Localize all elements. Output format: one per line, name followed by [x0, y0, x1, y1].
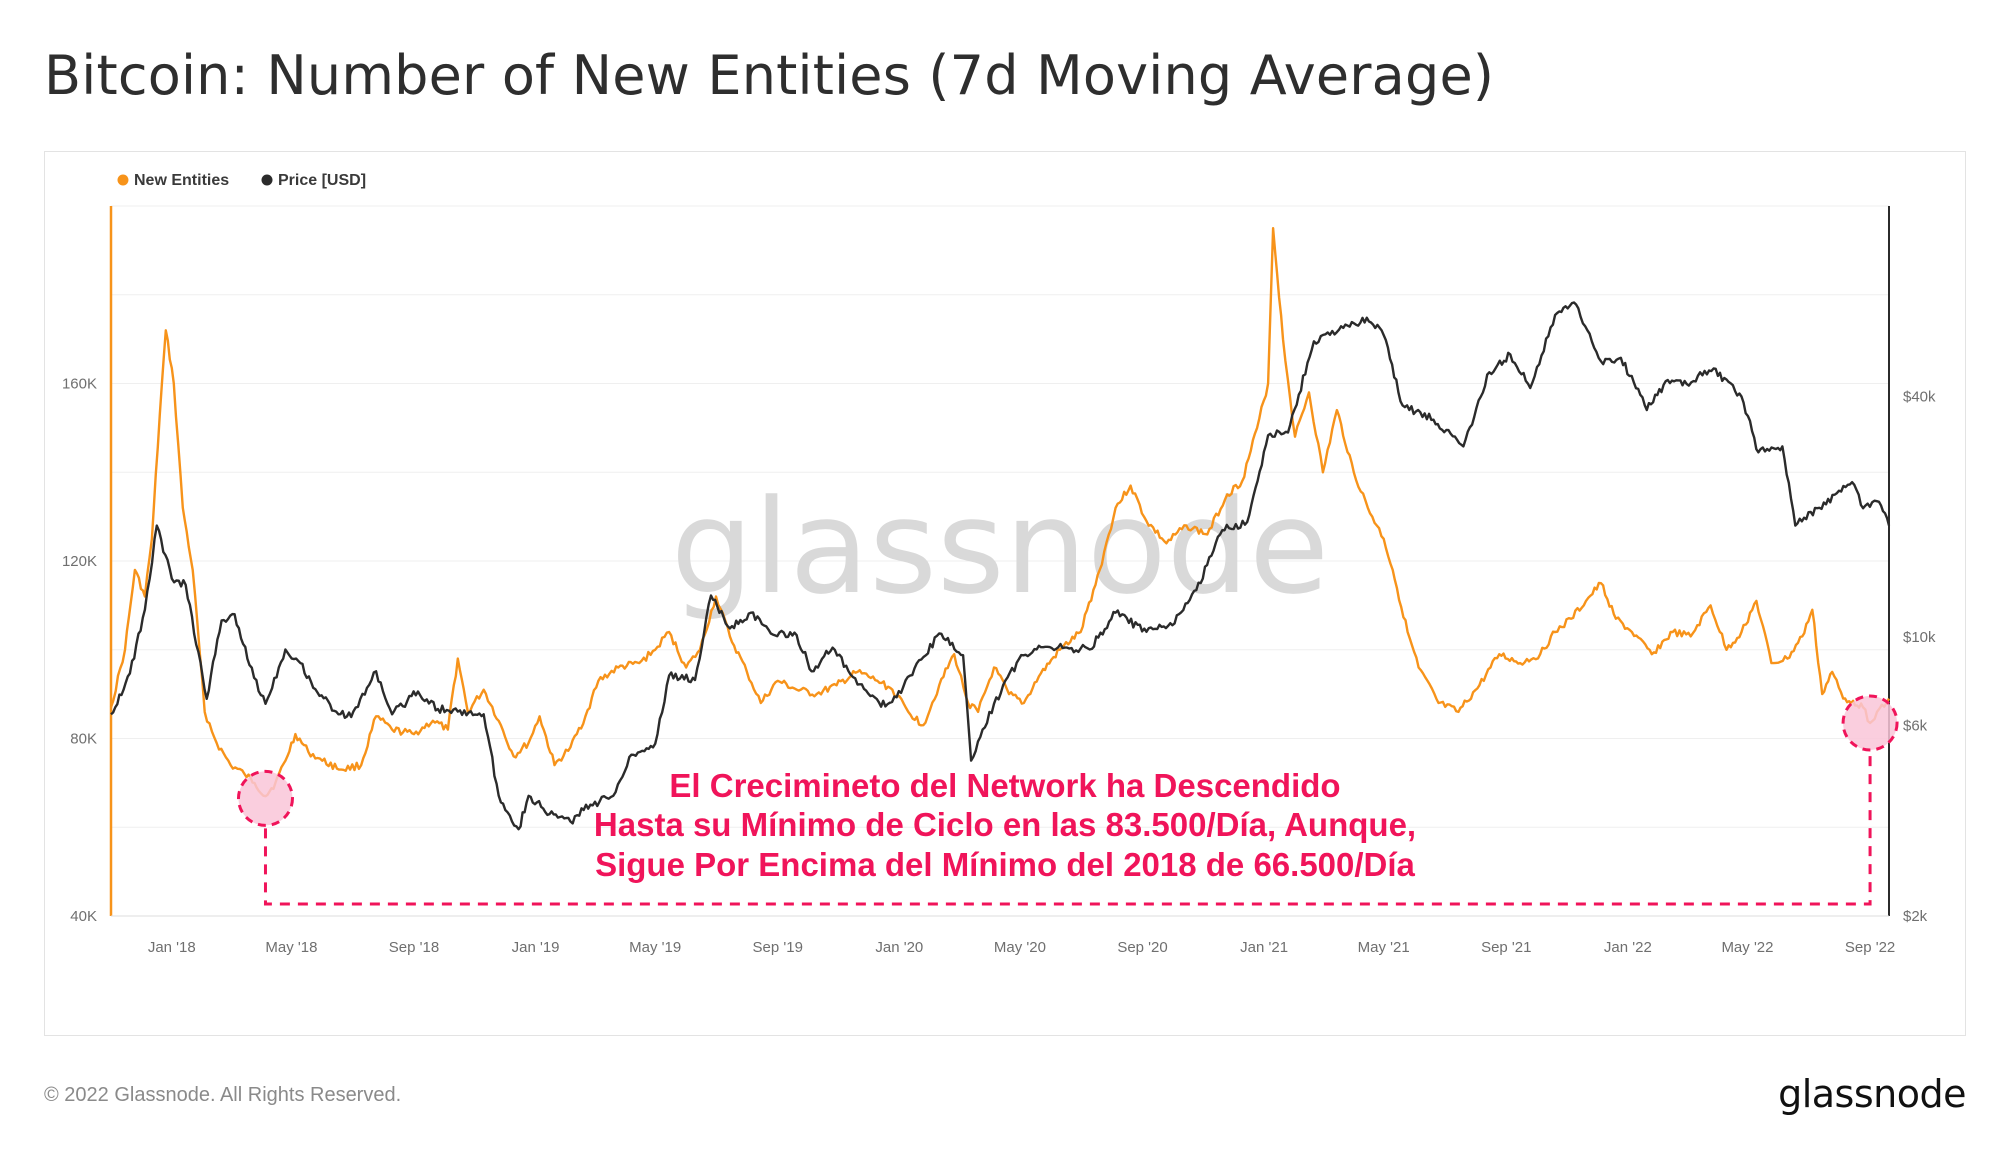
x-tick-label: Jan '19 [512, 939, 560, 956]
x-tick-label: Jan '20 [875, 939, 923, 956]
y-left-tick-label: 80K [70, 731, 97, 748]
x-tick-label: May '20 [994, 939, 1046, 956]
legend: New Entities Price [USD] [117, 172, 366, 189]
legend-dot-price [261, 174, 273, 186]
chart-frame: glassnode 40K 80K 120K 160K $2k $6k $10k $40k Ja… [44, 151, 1966, 1036]
glassnode-logo: glassnode [1778, 1072, 1966, 1116]
annotation-line: Hasta su Mínimo de Ciclo en las 83.500/D… [594, 806, 1416, 843]
x-tick-label: May '22 [1721, 939, 1773, 956]
x-tick-label: May '18 [265, 939, 317, 956]
y-right-tick-label: $40k [1903, 389, 1936, 406]
grid-layer [111, 205, 1889, 917]
annotation-line: El Crecimineto del Network ha Descendido [669, 767, 1340, 804]
legend-label-new-entities: New Entities [134, 172, 229, 189]
y-left-tick-label: 120K [62, 553, 97, 570]
x-tick-label: Jan '21 [1240, 939, 1288, 956]
x-tick-label: May '21 [1358, 939, 1410, 956]
x-tick-label: Sep '19 [753, 939, 803, 956]
x-tick-label: May '19 [629, 939, 681, 956]
y-left-tick-label: 40K [70, 908, 97, 925]
tick-layer: 40K 80K 120K 160K $2k $6k $10k $40k Jan '18 May '… [62, 376, 1936, 957]
price-line [110, 301, 1891, 831]
y-left-tick-label: 160K [62, 376, 97, 393]
x-tick-label: Sep '22 [1845, 939, 1895, 956]
series-layer [109, 226, 1891, 831]
annotation-layer: El Crecimineto del Network ha Descendido… [236, 694, 1899, 906]
watermark: glassnode [671, 471, 1329, 623]
y-right-tick-label: $6k [1903, 717, 1928, 734]
legend-label-price: Price [USD] [278, 172, 366, 189]
copyright-text: © 2022 Glassnode. All Rights Reserved. [44, 1084, 402, 1106]
x-tick-label: Jan '18 [148, 939, 196, 956]
legend-dot-new-entities [117, 174, 129, 186]
x-tick-label: Sep '18 [389, 939, 439, 956]
new-entities-line [109, 226, 1891, 798]
annotation-line: Sigue Por Encima del Mínimo del 2018 de … [595, 846, 1415, 883]
marker-2022-low [1841, 694, 1899, 752]
x-tick-label: Jan '22 [1604, 939, 1652, 956]
y-right-tick-label: $2k [1903, 908, 1928, 925]
y-right-tick-label: $10k [1903, 629, 1936, 646]
chart-svg: glassnode 40K 80K 120K 160K $2k $6k $10k $40k Ja… [62, 172, 1936, 957]
marker-2018-low [236, 769, 294, 827]
x-tick-label: Sep '20 [1117, 939, 1167, 956]
connector-line [263, 752, 1872, 906]
chart-title: Bitcoin: Number of New Entities (7d Movi… [44, 44, 1495, 107]
x-tick-label: Sep '21 [1481, 939, 1531, 956]
